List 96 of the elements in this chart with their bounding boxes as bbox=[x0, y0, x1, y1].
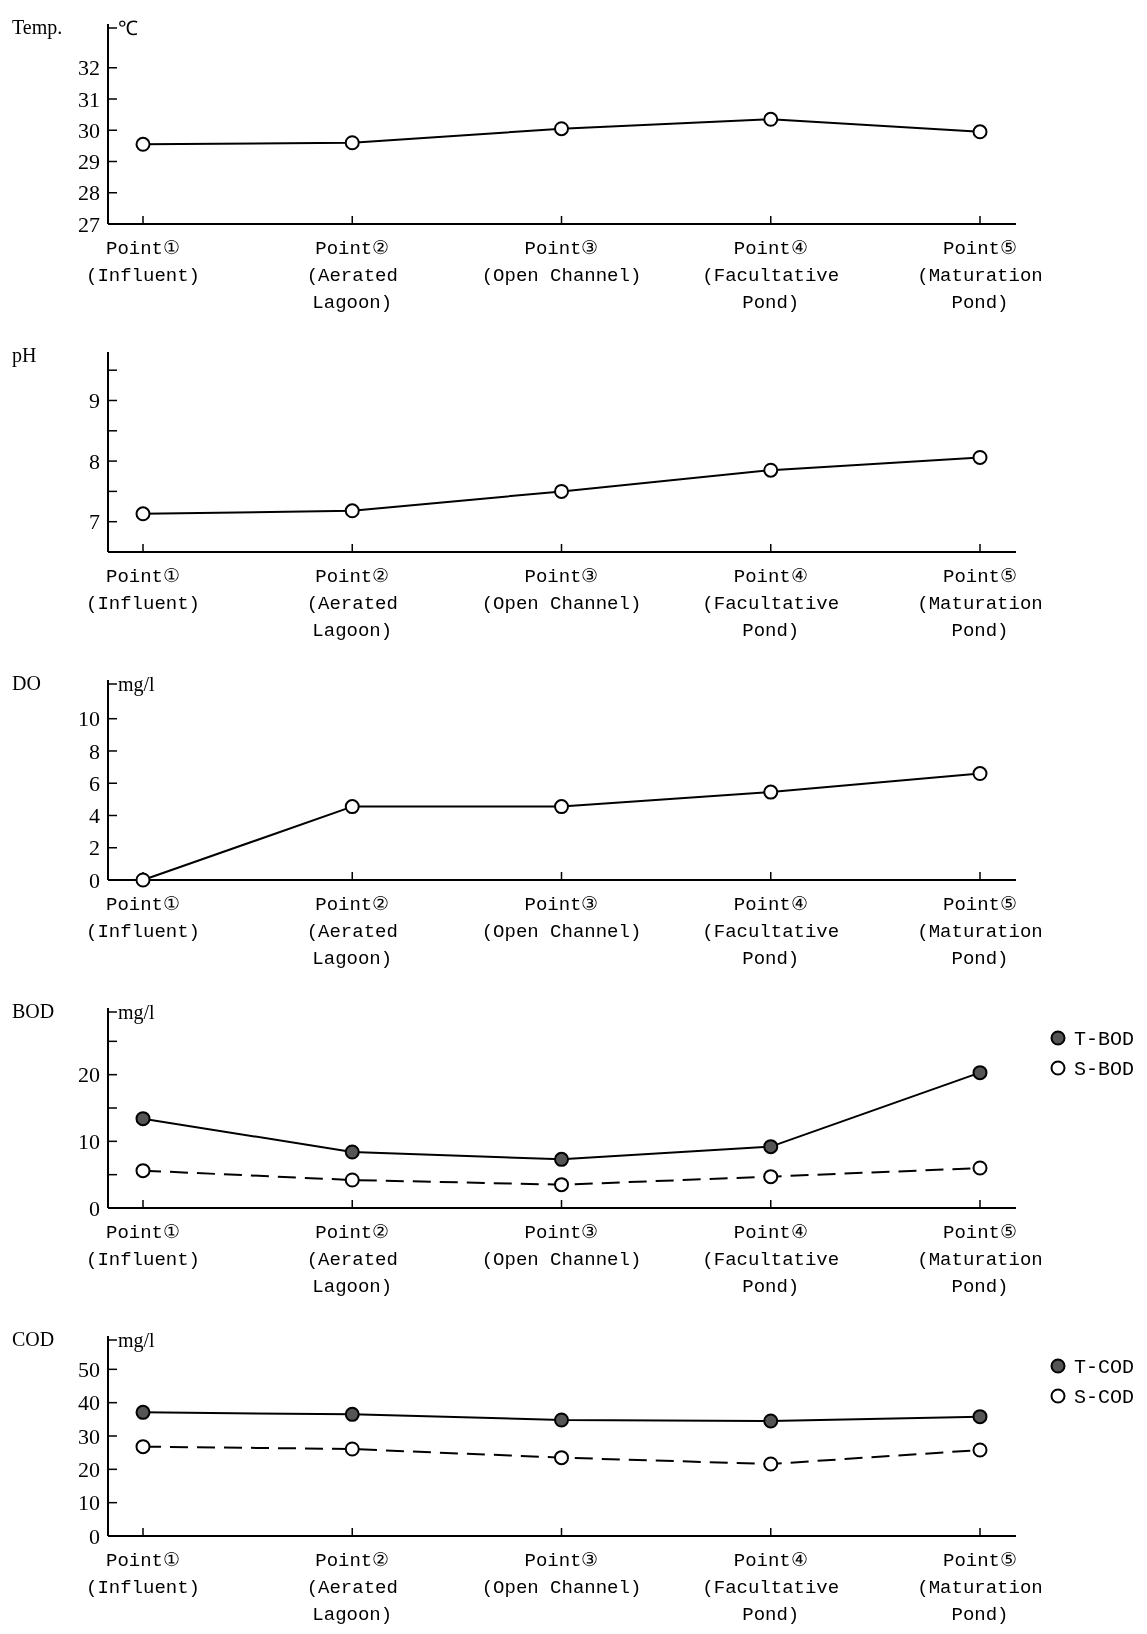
x-tick-label: Point② (Aerated Lagoon) bbox=[306, 1550, 398, 1626]
y-tick-label: 28 bbox=[78, 180, 100, 206]
annotation: mg/l bbox=[118, 1001, 156, 1024]
x-tick-label: Point④ (Facultative Pond) bbox=[702, 894, 840, 970]
point bbox=[344, 799, 360, 815]
point bbox=[554, 121, 569, 137]
point bbox=[135, 1439, 151, 1455]
y-tick-label: 7 bbox=[89, 509, 100, 535]
point bbox=[135, 506, 151, 522]
y-tick-label: 20 bbox=[78, 1457, 100, 1483]
y-tick-label: 10 bbox=[78, 1129, 100, 1155]
x-tick-label: Point① (Influent) bbox=[85, 238, 201, 287]
point bbox=[554, 1412, 569, 1428]
annotation: mg/l bbox=[118, 1329, 156, 1352]
x-tick-label: Point② (Aerated Lagoon) bbox=[306, 238, 398, 314]
x-tick-label: Point④ (Facultative Pond) bbox=[702, 1550, 840, 1626]
point bbox=[972, 1160, 988, 1176]
point bbox=[554, 1177, 569, 1193]
x-tick-label: Point④ (Facultative Pond) bbox=[702, 238, 840, 314]
point bbox=[554, 483, 569, 499]
y-tick-label: 10 bbox=[78, 706, 100, 732]
point bbox=[554, 1151, 569, 1167]
point bbox=[763, 1413, 779, 1429]
point bbox=[344, 135, 360, 151]
y-axis-title: Temp. bbox=[12, 16, 63, 39]
y-tick-label: 32 bbox=[78, 55, 100, 81]
x-tick-label: Point③ (Open Channel) bbox=[481, 1222, 642, 1271]
x-tick-label: Point⑤ (Maturation Pond) bbox=[917, 1550, 1043, 1626]
y-tick-label: 8 bbox=[89, 448, 100, 474]
point bbox=[135, 1163, 151, 1179]
y-tick-label: 0 bbox=[89, 1195, 100, 1221]
point bbox=[763, 1456, 779, 1472]
y-tick-label: 0 bbox=[89, 1523, 100, 1549]
point bbox=[972, 1409, 988, 1425]
y-tick-label: 4 bbox=[89, 803, 100, 829]
y-tick-label: 27 bbox=[78, 211, 100, 237]
x-tick-label: Point⑤ (Maturation Pond) bbox=[917, 238, 1043, 314]
point bbox=[763, 1139, 779, 1155]
x-tick-label: Point④ (Facultative Pond) bbox=[702, 566, 840, 642]
point bbox=[972, 1442, 988, 1458]
point bbox=[972, 766, 988, 782]
x-tick-label: Point⑤ (Maturation Pond) bbox=[917, 1222, 1043, 1298]
point bbox=[972, 1065, 988, 1081]
y-axis-title: BOD bbox=[12, 1000, 55, 1022]
x-tick-label: Point⑤ (Maturation Pond) bbox=[917, 894, 1043, 970]
x-tick-label: Point② (Aerated Lagoon) bbox=[306, 566, 398, 642]
x-tick-label: Point① (Influent) bbox=[85, 1222, 201, 1271]
point bbox=[135, 1404, 151, 1420]
y-tick-label: 2 bbox=[89, 835, 100, 861]
point bbox=[344, 1406, 360, 1422]
y-axis-title: DO bbox=[12, 672, 41, 694]
annotation: ℃ bbox=[118, 17, 138, 39]
x-tick-label: Point① (Influent) bbox=[85, 894, 201, 943]
point bbox=[135, 136, 151, 152]
y-tick-label: 50 bbox=[78, 1357, 100, 1383]
legend-label: S-COD bbox=[1074, 1386, 1135, 1409]
point bbox=[972, 449, 988, 465]
legend-label: S-BOD bbox=[1074, 1058, 1135, 1081]
y-axis-title: pH bbox=[12, 344, 37, 367]
annotation: mg/l bbox=[118, 673, 156, 696]
y-tick-label: 30 bbox=[78, 1423, 100, 1449]
x-tick-label: Point⑤ (Maturation Pond) bbox=[917, 566, 1043, 642]
point bbox=[972, 124, 988, 140]
y-tick-label: 0 bbox=[89, 867, 100, 893]
y-tick-label: 20 bbox=[78, 1062, 100, 1088]
point bbox=[344, 1441, 360, 1457]
x-tick-label: Point③ (Open Channel) bbox=[481, 566, 642, 615]
y-tick-label: 10 bbox=[78, 1490, 100, 1516]
point bbox=[554, 1450, 569, 1466]
point bbox=[554, 799, 569, 815]
x-tick-label: Point③ (Open Channel) bbox=[481, 238, 642, 287]
y-tick-label: 31 bbox=[78, 86, 100, 112]
x-tick-label: Point③ (Open Channel) bbox=[481, 894, 642, 943]
point bbox=[763, 784, 779, 800]
point bbox=[763, 111, 779, 127]
x-tick-label: Point① (Influent) bbox=[85, 566, 201, 615]
x-tick-label: Point② (Aerated Lagoon) bbox=[306, 894, 398, 970]
y-axis-title: COD bbox=[12, 1328, 55, 1350]
point bbox=[135, 1111, 151, 1127]
y-tick-label: 8 bbox=[89, 738, 100, 764]
y-tick-label: 40 bbox=[78, 1390, 100, 1416]
legend-label: T-BOD bbox=[1074, 1028, 1135, 1051]
point bbox=[763, 1169, 779, 1185]
point bbox=[344, 1172, 360, 1188]
y-tick-label: 9 bbox=[89, 388, 100, 414]
x-tick-label: Point③ (Open Channel) bbox=[481, 1550, 642, 1599]
point bbox=[344, 1144, 360, 1160]
x-tick-label: Point① (Influent) bbox=[85, 1550, 201, 1599]
point bbox=[763, 462, 779, 478]
y-tick-label: 29 bbox=[78, 149, 100, 175]
x-tick-label: Point④ (Facultative Pond) bbox=[702, 1222, 840, 1298]
legend-label: T-COD bbox=[1074, 1356, 1135, 1379]
point bbox=[344, 503, 360, 519]
y-tick-label: 6 bbox=[89, 770, 100, 796]
y-tick-label: 30 bbox=[78, 117, 100, 143]
x-tick-label: Point② (Aerated Lagoon) bbox=[306, 1222, 398, 1298]
